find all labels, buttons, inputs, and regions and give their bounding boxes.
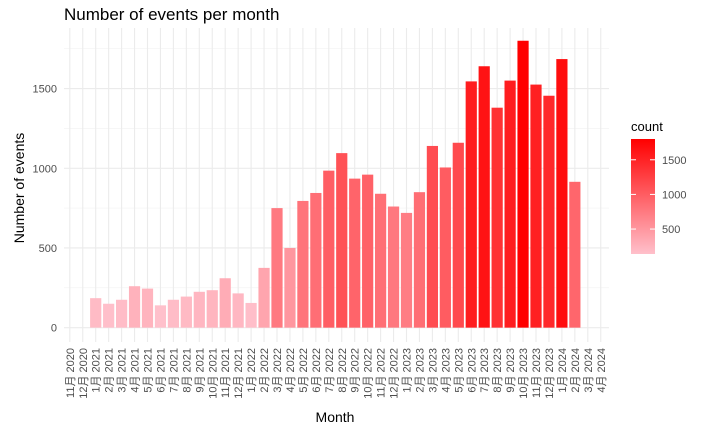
bar	[465, 81, 477, 328]
x-tick-label: 11月 2020	[65, 348, 77, 398]
legend-label: 1000	[662, 189, 686, 201]
bar	[387, 206, 400, 328]
x-tick-label: 5月 2022	[298, 348, 310, 393]
bar	[556, 59, 568, 328]
bar	[517, 40, 529, 328]
x-tick-label: 8月 2023	[492, 348, 504, 393]
x-tick-label: 3月 2023	[427, 348, 439, 393]
y-tick-label: 1500	[33, 84, 57, 96]
x-tick-label: 5月 2023	[453, 348, 465, 393]
x-axis-title: Month	[316, 409, 355, 425]
bars	[90, 40, 581, 328]
x-tick-label: 7月 2023	[479, 348, 491, 393]
x-tick-label: 9月 2022	[350, 348, 362, 393]
bar	[297, 200, 309, 328]
bar	[193, 291, 205, 328]
x-tick-label: 12月 2022	[389, 348, 401, 399]
x-tick-label: 2月 2024	[570, 348, 582, 393]
x-tick-label: 8月 2021	[181, 348, 193, 393]
bar	[336, 153, 348, 328]
x-tick-label: 9月 2021	[194, 348, 206, 393]
x-tick-label: 11月 2021	[220, 348, 232, 398]
bar	[426, 145, 438, 328]
x-tick-label: 7月 2021	[168, 348, 180, 393]
x-tick-label: 12月 2021	[233, 348, 245, 399]
bar	[206, 290, 218, 328]
bar	[362, 174, 374, 328]
bar	[258, 267, 270, 328]
x-tick-label: 1月 2024	[557, 348, 569, 393]
bar	[245, 302, 257, 328]
x-tick-label: 11月 2022	[376, 348, 388, 398]
x-tick-label: 8月 2022	[337, 348, 349, 393]
legend-colorbar	[631, 139, 655, 254]
x-tick-label: 10月 2023	[518, 348, 530, 399]
x-tick-label: 3月 2024	[583, 348, 595, 393]
x-tick-label: 4月 2024	[596, 348, 608, 393]
bar	[310, 192, 322, 328]
x-tick-label: 6月 2021	[155, 348, 167, 393]
bar	[478, 66, 490, 328]
y-axis-title: Number of events	[11, 133, 27, 244]
x-tick-label: 4月 2023	[440, 348, 452, 393]
x-tick-label: 4月 2022	[285, 348, 297, 393]
bar	[271, 208, 283, 328]
legend-label: 500	[662, 224, 680, 236]
bar	[439, 167, 451, 328]
x-tick-label: 9月 2023	[505, 348, 517, 393]
x-tick-label: 2月 2021	[104, 348, 116, 393]
legend-label: 1500	[662, 155, 686, 167]
x-tick-label: 10月 2021	[207, 348, 219, 399]
legend: count 500 1000 1500	[631, 119, 686, 254]
x-tick-label: 10月 2022	[363, 348, 375, 399]
bar	[167, 299, 179, 328]
bar	[400, 212, 413, 328]
x-tick-label: 12月 2020	[78, 348, 90, 399]
bar	[349, 178, 361, 328]
bar	[154, 305, 167, 328]
bar	[141, 288, 154, 328]
bar	[232, 293, 244, 328]
x-tick-label: 2月 2023	[414, 348, 426, 393]
x-tick-label: 12月 2023	[544, 348, 556, 399]
y-tick-label: 1000	[33, 163, 57, 175]
bar	[375, 193, 387, 328]
bar	[323, 170, 335, 328]
x-tick-label: 2月 2022	[259, 348, 271, 393]
x-tick-label: 1月 2023	[402, 348, 414, 393]
bar	[103, 303, 115, 328]
bar	[569, 181, 581, 328]
y-axis-ticks: 0 500 1000 1500	[33, 84, 57, 335]
x-tick-label: 1月 2021	[91, 348, 103, 393]
x-tick-label: 7月 2022	[324, 348, 336, 393]
x-tick-label: 4月 2021	[130, 348, 142, 393]
bar	[128, 286, 141, 328]
legend-title: count	[631, 119, 663, 134]
bar	[219, 278, 231, 328]
x-tick-label: 1月 2022	[246, 348, 258, 393]
bar	[413, 192, 426, 328]
x-tick-label: 3月 2022	[272, 348, 284, 393]
bar	[543, 95, 555, 328]
bar	[90, 298, 102, 328]
x-tick-label: 3月 2021	[117, 348, 129, 393]
chart-title: Number of events per month	[64, 5, 279, 24]
x-tick-label: 5月 2021	[143, 348, 155, 393]
y-tick-label: 0	[51, 323, 57, 335]
x-axis-ticks: 11月 2020 12月 2020 1月 2021 2月 2021 3月 2021 4月 …	[65, 348, 608, 399]
bar	[504, 80, 516, 328]
x-tick-label: 6月 2023	[466, 348, 478, 393]
y-tick-label: 500	[39, 243, 57, 255]
x-tick-label: 6月 2022	[311, 348, 323, 393]
bar	[116, 299, 128, 328]
x-tick-label: 11月 2023	[531, 348, 543, 398]
bar	[491, 107, 503, 328]
bar	[530, 84, 542, 328]
bar	[452, 142, 464, 328]
bar	[284, 247, 296, 328]
bar	[180, 296, 192, 328]
